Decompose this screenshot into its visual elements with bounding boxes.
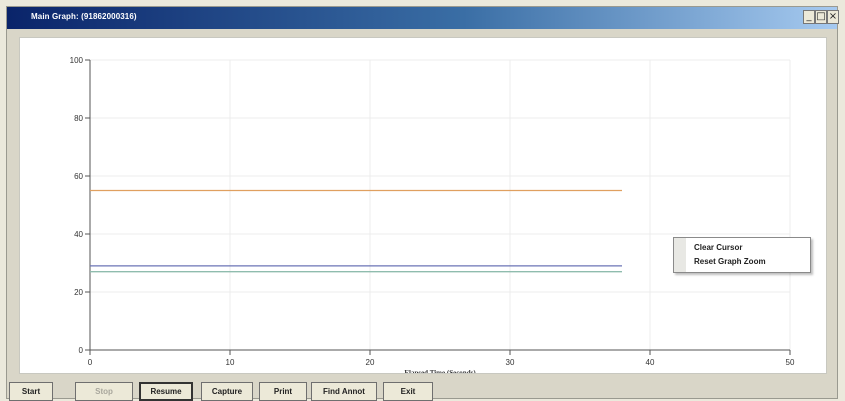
stop-button[interactable]: Stop — [75, 382, 133, 401]
x-tick-label: 10 — [226, 358, 235, 367]
maximize-button[interactable]: □ — [815, 10, 827, 24]
menu-item-reset-graph-zoom[interactable]: Reset Graph Zoom — [694, 257, 766, 266]
menu-item-clear-cursor[interactable]: Clear Cursor — [694, 243, 743, 252]
y-tick-label: 0 — [79, 346, 84, 355]
print-button[interactable]: Print — [259, 382, 307, 401]
x-tick-label: 0 — [88, 358, 93, 367]
graph-panel[interactable]: 0 20 40 60 80 100 0 10 20 30 40 50 Elapsed Time (Sec… — [19, 37, 827, 374]
minimize-button[interactable]: _ — [803, 10, 815, 24]
close-button[interactable]: × — [827, 10, 839, 24]
x-tick-label: 30 — [506, 358, 515, 367]
x-tick-label: 40 — [646, 358, 655, 367]
y-tick-label: 40 — [74, 230, 83, 239]
window-title: Main Graph: (91862000316) — [31, 12, 137, 21]
y-tick-label: 60 — [74, 172, 83, 181]
y-tick-label: 80 — [74, 114, 83, 123]
x-axis-label: Elapsed Time (Seconds) — [404, 369, 476, 373]
x-tick-label: 50 — [786, 358, 795, 367]
find-annot-button[interactable]: Find Annot — [311, 382, 377, 401]
main-graph-window: Main Graph: (91862000316) _ □ × 0 20 40 60 8… — [6, 6, 839, 401]
context-menu: Clear Cursor Reset Graph Zoom — [673, 237, 811, 273]
line-chart[interactable]: 0 20 40 60 80 100 0 10 20 30 40 50 Elapsed Time (Sec… — [20, 38, 826, 373]
y-tick-label: 100 — [70, 56, 84, 65]
context-menu-gutter — [674, 238, 686, 272]
y-tick-label: 20 — [74, 288, 83, 297]
exit-button[interactable]: Exit — [383, 382, 433, 401]
start-button[interactable]: Start — [9, 382, 53, 401]
x-tick-label: 20 — [366, 358, 375, 367]
resume-button[interactable]: Resume — [139, 382, 193, 401]
capture-button[interactable]: Capture — [201, 382, 253, 401]
title-bar[interactable]: Main Graph: (91862000316) _ □ × — [7, 7, 839, 29]
